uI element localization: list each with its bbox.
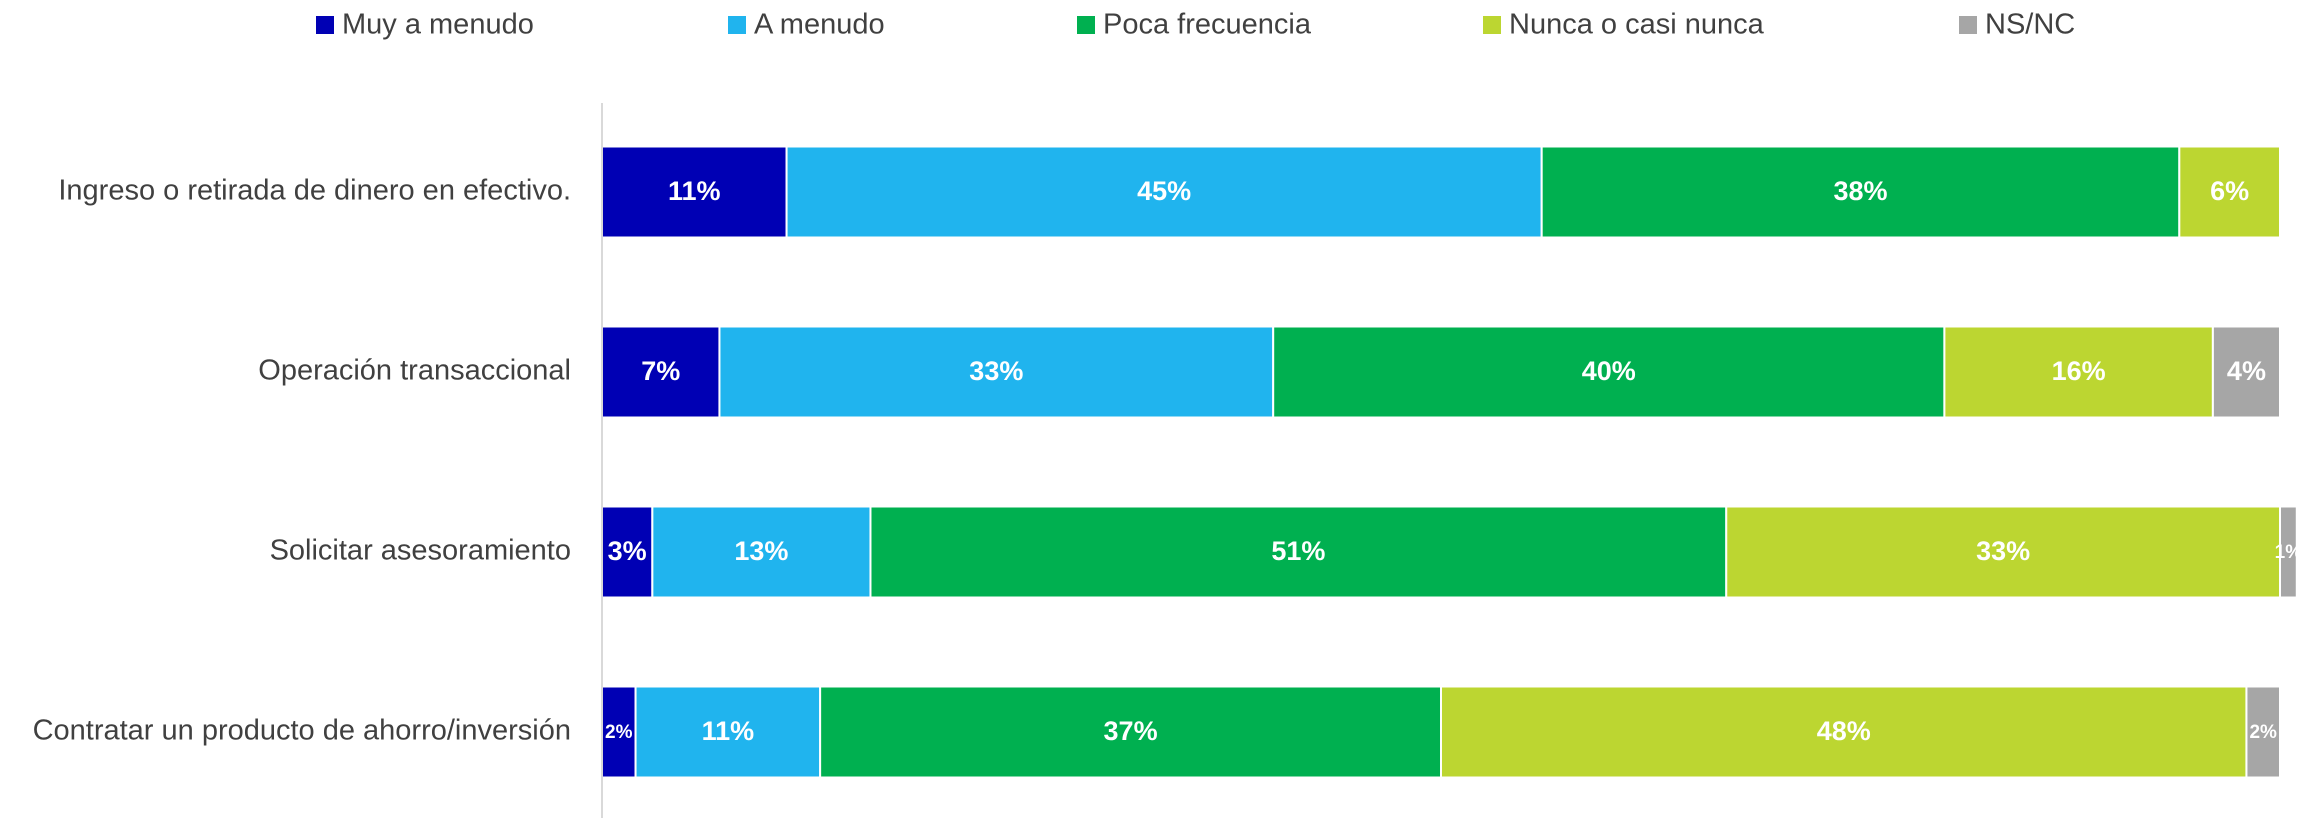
data-label: 38%	[1833, 176, 1887, 206]
data-label: 11%	[702, 716, 755, 746]
bar-segment	[785, 145, 1543, 239]
data-label: 51%	[1271, 536, 1325, 566]
bar-segment	[1943, 325, 2214, 419]
bar-segment	[718, 325, 1275, 419]
legend-label: Nunca o casi nunca	[1509, 9, 1765, 41]
category-label: Ingreso o retirada de dinero en efectivo…	[58, 175, 571, 207]
data-label: 3%	[608, 536, 647, 566]
bar-segment	[2178, 145, 2282, 239]
bar-segment	[819, 685, 1442, 779]
data-label: 11%	[668, 176, 721, 206]
data-label: 2%	[2249, 722, 2277, 743]
data-label: 40%	[1582, 356, 1636, 386]
data-label: 7%	[641, 356, 680, 386]
bar-segment	[2245, 685, 2281, 779]
bar-segment	[1440, 685, 2248, 779]
bar-segment	[1540, 145, 2181, 239]
category-label: Contratar un producto de ahorro/inversió…	[33, 715, 571, 747]
legend-swatch	[316, 16, 334, 34]
data-label: 33%	[969, 356, 1023, 386]
legend-swatch	[1077, 16, 1095, 34]
data-label: 2%	[605, 722, 633, 743]
category-label: Solicitar asesoramiento	[270, 535, 571, 567]
legend-swatch	[1483, 16, 1501, 34]
bar-segment	[634, 685, 822, 779]
bar-segment	[1272, 325, 1946, 419]
data-label: 45%	[1137, 176, 1191, 206]
data-label: 16%	[2052, 356, 2106, 386]
data-label: 48%	[1817, 716, 1871, 746]
legend-label: A menudo	[754, 9, 885, 41]
bar-segment	[869, 505, 1728, 599]
legend-label: NS/NC	[1985, 9, 2075, 41]
bar-segment	[601, 145, 788, 239]
bar-segment	[2211, 325, 2281, 419]
category-label: Operación transaccional	[258, 355, 571, 387]
data-label: 37%	[1104, 716, 1158, 746]
legend-label: Muy a menudo	[342, 9, 534, 41]
legend-swatch	[728, 16, 746, 34]
legend-label: Poca frecuencia	[1103, 9, 1312, 41]
data-label: 1%	[2275, 542, 2297, 563]
bar-segment	[1725, 505, 2281, 599]
data-label: 6%	[2210, 176, 2249, 206]
data-label: 4%	[2227, 356, 2266, 386]
legend-swatch	[1959, 16, 1977, 34]
data-label: 33%	[1976, 536, 2030, 566]
bar-segment	[601, 325, 721, 419]
data-label: 13%	[734, 536, 788, 566]
bar-segment	[601, 685, 637, 779]
